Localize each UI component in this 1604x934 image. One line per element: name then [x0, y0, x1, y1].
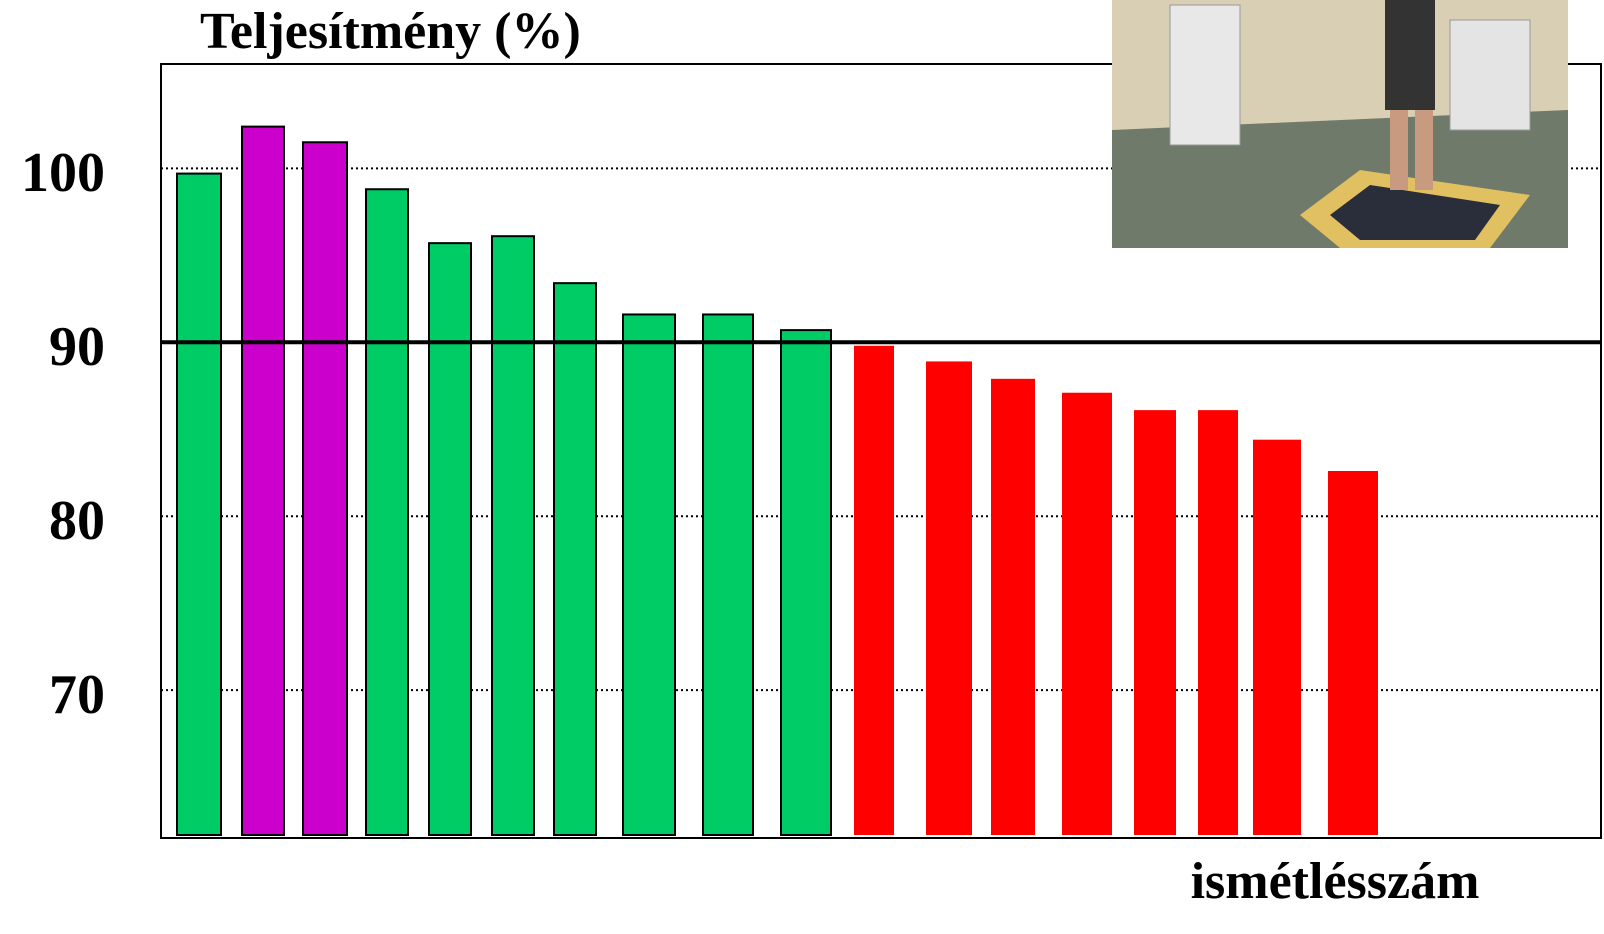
- bar: [926, 361, 972, 835]
- bar: [1328, 471, 1378, 835]
- photo-equipment: [1450, 20, 1530, 130]
- bar: [429, 243, 471, 835]
- photo-leg: [1415, 110, 1433, 190]
- photo-leg: [1390, 110, 1408, 190]
- bar: [854, 346, 894, 835]
- bar: [1253, 440, 1301, 835]
- bar: [366, 189, 408, 835]
- photo: [1112, 0, 1568, 248]
- bar: [303, 142, 347, 835]
- bar: [1198, 410, 1238, 835]
- bar: [554, 283, 596, 835]
- chart: Teljesítmény (%) ismétlésszám 70 80 90 100: [0, 0, 1604, 934]
- photo-equipment: [1170, 5, 1240, 145]
- bar: [1134, 410, 1176, 835]
- bar: [991, 379, 1035, 835]
- y-tick-label: 70: [49, 664, 105, 726]
- y-tick-label: 80: [49, 490, 105, 552]
- x-axis-label: ismétlésszám: [1191, 853, 1480, 910]
- photo-person: [1385, 0, 1435, 110]
- y-tick-label: 100: [21, 142, 105, 204]
- bar: [1062, 393, 1112, 835]
- bar: [623, 314, 675, 835]
- y-tick-label: 90: [49, 316, 105, 378]
- bar: [703, 314, 753, 835]
- bar: [242, 127, 284, 835]
- bar: [492, 236, 534, 835]
- bar: [781, 330, 831, 835]
- bar: [177, 174, 221, 835]
- chart-title: Teljesítmény (%): [200, 3, 581, 60]
